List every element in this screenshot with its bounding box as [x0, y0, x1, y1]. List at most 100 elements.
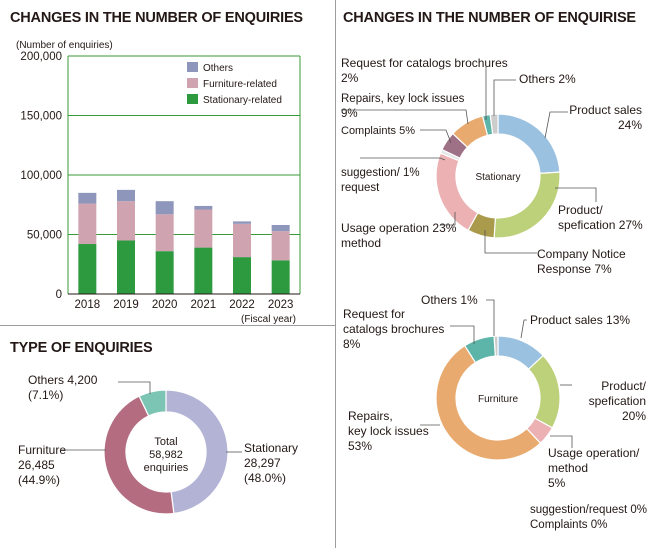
stationary-annotation-suggestion-line: request — [341, 182, 380, 194]
furniture-annotation-catalogs-line: catalogs brochures — [343, 322, 444, 336]
furniture-annotation-product-specification-line: 20% — [622, 409, 646, 423]
types-heading: TYPE OF ENQUIRIES — [10, 340, 153, 356]
x-tick-label: 2018 — [75, 299, 101, 311]
furniture-annotation-repairs-line: key lock issues — [348, 424, 429, 438]
furniture-annotation-product-specification-line: Product/ — [601, 379, 646, 393]
types-annotation-stationary-line: Stationary — [244, 441, 298, 455]
leader-line — [450, 325, 475, 344]
stationary-annotation-others-line: Others 2% — [519, 72, 576, 86]
types-annotation-others-line: Others 4,200 — [28, 373, 98, 387]
bar-furniture-related-2021 — [194, 209, 213, 248]
leader-line — [484, 230, 537, 254]
furniture-annotation-usage-operation-line: 5% — [548, 476, 566, 490]
bar-stationary-related-2019 — [117, 240, 135, 294]
stationary-slice-others — [489, 113, 499, 136]
bar-furniture-related-2022 — [233, 223, 251, 258]
types-annotation-furniture-line: Furniture — [18, 443, 66, 457]
stationary-annotation-usage-operation-line: method — [341, 236, 381, 250]
bar-others-2023 — [271, 224, 290, 232]
leader-line — [360, 157, 446, 161]
leader-line — [341, 109, 469, 125]
stationary-annotation-complaints-line: Complaints 5% — [341, 125, 415, 137]
leader-line — [544, 111, 568, 139]
leader-line — [555, 187, 597, 202]
x-tick-label: 2019 — [113, 299, 139, 311]
stationary-annotation-product-sales-line: Product sales — [569, 103, 642, 117]
legend-label: Others — [203, 63, 233, 74]
x-tick-label: 2020 — [152, 299, 178, 311]
types-slice-furniture — [103, 395, 175, 515]
types-slice-others — [138, 389, 167, 417]
bar-stationary-related-2022 — [233, 257, 251, 294]
leader-line — [118, 381, 151, 394]
bar-others-2019 — [117, 189, 135, 202]
bar-furniture-related-2018 — [78, 203, 97, 245]
stationary-annotation-company-notice-line: Response 7% — [537, 262, 612, 276]
x-axis-label: (Fiscal year) — [241, 314, 296, 325]
furniture-slice-others — [493, 335, 499, 357]
leader-line — [550, 435, 573, 448]
leader-line — [486, 299, 495, 336]
x-tick-label: 2023 — [268, 299, 294, 311]
types-annotation-stationary-line: 28,297 — [244, 456, 281, 470]
stationary-annotation-repairs-line: 9% — [341, 108, 358, 120]
furniture-annotation-catalogs-line: Request for — [343, 307, 405, 321]
stationary-annotation-catalogs-line: 2% — [341, 71, 359, 85]
y-tick-label: 50,000 — [27, 230, 62, 242]
furniture-annotation-suggestion-complaints-line: suggestion/request 0% — [530, 504, 647, 516]
legend-swatch — [187, 78, 198, 88]
y-tick-label: 0 — [56, 289, 62, 301]
vertical-divider — [335, 0, 336, 548]
bar-chart-heading: CHANGES IN THE NUMBER OF ENQUIRIES — [10, 10, 303, 26]
furniture-slice-repairs-key-lock-issues — [435, 344, 542, 461]
bar-others-2021 — [194, 205, 213, 210]
stationary-center-label: Stationary — [475, 172, 520, 183]
furniture-annotation-product-specification-line: spefication — [589, 394, 646, 408]
types-annotation-furniture-line: (44.9%) — [18, 473, 60, 487]
bar-furniture-related-2023 — [271, 231, 290, 261]
types-center-label: enquiries — [144, 462, 189, 474]
stationary-annotation-catalogs-line: Request for catalogs brochures — [341, 56, 508, 70]
bar-stationary-related-2020 — [155, 251, 174, 294]
furniture-annotation-suggestion-complaints-line: Complaints 0% — [530, 519, 607, 531]
leader-line — [493, 79, 516, 116]
y-tick-label: 100,000 — [20, 170, 62, 182]
furniture-annotation-repairs-line: Repairs, — [348, 409, 393, 423]
furniture-slice-product-spefication — [527, 354, 561, 429]
y-axis-label: (Number of enquiries) — [16, 40, 113, 51]
x-tick-label: 2022 — [229, 299, 255, 311]
horizontal-divider — [0, 325, 335, 326]
furniture-annotation-usage-operation-line: method — [548, 461, 588, 475]
stationary-annotation-product-sales-line: 24% — [618, 118, 642, 132]
stationary-annotation-usage-operation-line: Usage operation 23% — [341, 221, 457, 235]
legend-label: Furniture-related — [203, 79, 277, 90]
furniture-annotation-product-sales-line: Product sales 13% — [530, 313, 630, 327]
types-slice-stationary — [165, 389, 229, 515]
furniture-center-label: Furniture — [478, 394, 518, 405]
types-annotation-furniture-line: 26,485 — [18, 458, 55, 472]
furniture-annotation-usage-operation-line: Usage operation/ — [548, 446, 640, 460]
bar-others-2020 — [155, 201, 174, 215]
stationary-slice-usage-operation-method — [435, 152, 479, 232]
furniture-annotation-catalogs-line: 8% — [343, 337, 361, 351]
stationary-annotation-product-specification-line: Product/ — [558, 203, 603, 217]
stationary-slice-product-sales — [497, 113, 561, 174]
types-center-label: 58,982 — [149, 449, 183, 461]
bar-others-2022 — [233, 221, 251, 224]
bar-stationary-related-2023 — [271, 260, 290, 294]
leader-line — [520, 319, 527, 339]
stationary-annotation-product-specification-line: spefication 27% — [558, 218, 643, 232]
legend-swatch — [187, 62, 198, 72]
stationary-annotation-company-notice-line: Company Notice — [537, 247, 626, 261]
bar-stationary-related-2018 — [78, 244, 97, 294]
bar-stationary-related-2021 — [194, 247, 213, 294]
y-tick-label: 150,000 — [20, 111, 62, 123]
bar-others-2018 — [78, 192, 97, 204]
furniture-annotation-repairs-line: 53% — [348, 439, 372, 453]
stationary-annotation-suggestion-line: suggestion/ 1% — [341, 167, 420, 179]
leader-line — [420, 129, 452, 144]
types-annotation-others-line: (7.1%) — [28, 388, 63, 402]
types-center-label: Total — [154, 436, 177, 448]
bar-furniture-related-2019 — [117, 201, 135, 241]
